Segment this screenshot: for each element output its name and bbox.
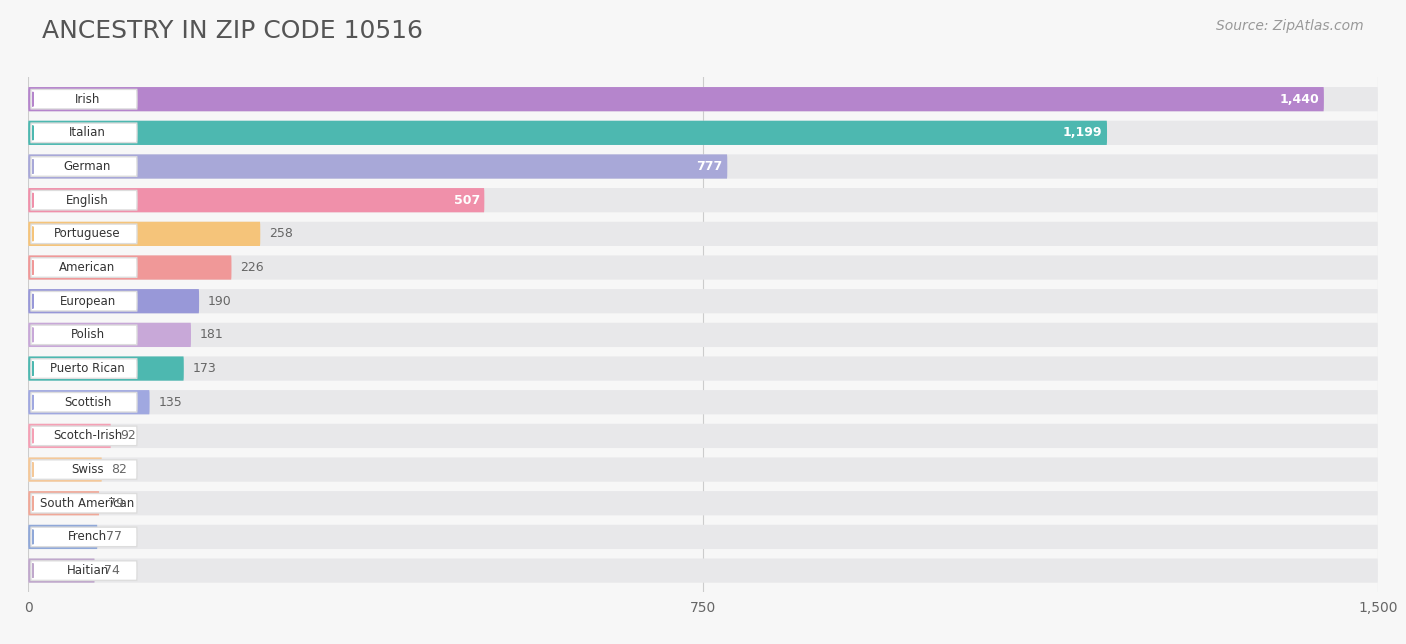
Text: German: German <box>63 160 111 173</box>
FancyBboxPatch shape <box>28 256 232 279</box>
FancyBboxPatch shape <box>31 493 136 513</box>
FancyBboxPatch shape <box>28 120 1378 145</box>
FancyBboxPatch shape <box>28 424 1378 448</box>
Text: 258: 258 <box>270 227 294 240</box>
FancyBboxPatch shape <box>28 457 1378 482</box>
Text: 135: 135 <box>159 395 183 409</box>
FancyBboxPatch shape <box>31 292 136 311</box>
FancyBboxPatch shape <box>28 356 184 381</box>
FancyBboxPatch shape <box>28 155 1378 178</box>
Text: Puerto Rican: Puerto Rican <box>51 362 125 375</box>
Text: Polish: Polish <box>70 328 104 341</box>
Text: 1,199: 1,199 <box>1063 126 1102 139</box>
Text: Scotch-Irish: Scotch-Irish <box>53 430 122 442</box>
Text: Irish: Irish <box>75 93 100 106</box>
FancyBboxPatch shape <box>28 390 1378 414</box>
FancyBboxPatch shape <box>28 525 1378 549</box>
FancyBboxPatch shape <box>28 424 111 448</box>
FancyBboxPatch shape <box>28 491 100 515</box>
FancyBboxPatch shape <box>28 155 727 178</box>
Text: Italian: Italian <box>69 126 105 139</box>
Text: 190: 190 <box>208 295 232 308</box>
FancyBboxPatch shape <box>31 123 136 142</box>
FancyBboxPatch shape <box>28 120 1107 145</box>
FancyBboxPatch shape <box>28 188 1378 213</box>
FancyBboxPatch shape <box>28 222 1378 246</box>
FancyBboxPatch shape <box>31 224 136 243</box>
Text: 777: 777 <box>696 160 723 173</box>
FancyBboxPatch shape <box>28 525 97 549</box>
FancyBboxPatch shape <box>28 87 1378 111</box>
FancyBboxPatch shape <box>31 426 136 446</box>
Text: Haitian: Haitian <box>66 564 108 577</box>
FancyBboxPatch shape <box>28 390 149 414</box>
FancyBboxPatch shape <box>31 258 136 278</box>
FancyBboxPatch shape <box>28 289 200 314</box>
FancyBboxPatch shape <box>28 256 1378 279</box>
FancyBboxPatch shape <box>31 90 136 109</box>
Text: Swiss: Swiss <box>72 463 104 476</box>
Text: 77: 77 <box>107 531 122 544</box>
FancyBboxPatch shape <box>31 561 136 580</box>
FancyBboxPatch shape <box>31 325 136 345</box>
FancyBboxPatch shape <box>28 356 1378 381</box>
FancyBboxPatch shape <box>28 323 191 347</box>
Text: 173: 173 <box>193 362 217 375</box>
Text: 226: 226 <box>240 261 264 274</box>
FancyBboxPatch shape <box>28 188 484 213</box>
FancyBboxPatch shape <box>28 87 1324 111</box>
FancyBboxPatch shape <box>31 191 136 210</box>
FancyBboxPatch shape <box>28 222 260 246</box>
FancyBboxPatch shape <box>31 392 136 412</box>
FancyBboxPatch shape <box>28 558 94 583</box>
Text: 92: 92 <box>120 430 135 442</box>
FancyBboxPatch shape <box>31 359 136 378</box>
Text: 181: 181 <box>200 328 224 341</box>
Text: French: French <box>67 531 107 544</box>
Text: ANCESTRY IN ZIP CODE 10516: ANCESTRY IN ZIP CODE 10516 <box>42 19 423 43</box>
Text: Scottish: Scottish <box>63 395 111 409</box>
FancyBboxPatch shape <box>28 289 1378 314</box>
Text: European: European <box>59 295 115 308</box>
FancyBboxPatch shape <box>31 460 136 479</box>
FancyBboxPatch shape <box>28 457 101 482</box>
FancyBboxPatch shape <box>28 558 1378 583</box>
Text: Portuguese: Portuguese <box>55 227 121 240</box>
FancyBboxPatch shape <box>28 491 1378 515</box>
Text: Source: ZipAtlas.com: Source: ZipAtlas.com <box>1216 19 1364 33</box>
Text: South American: South American <box>41 497 135 510</box>
Text: 74: 74 <box>104 564 120 577</box>
Text: 82: 82 <box>111 463 127 476</box>
Text: 1,440: 1,440 <box>1279 93 1319 106</box>
FancyBboxPatch shape <box>28 323 1378 347</box>
Text: American: American <box>59 261 115 274</box>
FancyBboxPatch shape <box>31 527 136 547</box>
Text: 79: 79 <box>108 497 124 510</box>
Text: English: English <box>66 194 108 207</box>
FancyBboxPatch shape <box>31 156 136 176</box>
Text: 507: 507 <box>454 194 479 207</box>
